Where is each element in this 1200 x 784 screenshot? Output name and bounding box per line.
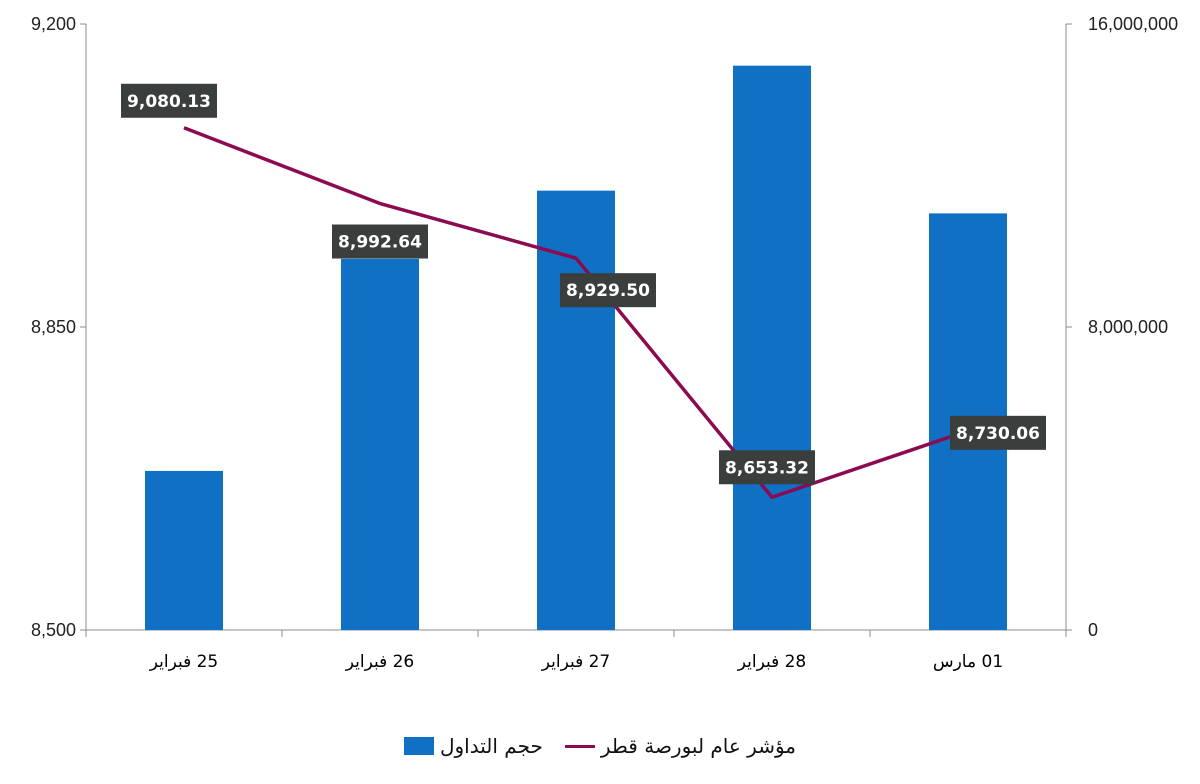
right-tick-label: 8,000,000	[1088, 317, 1168, 337]
right-tick-label: 16,000,000	[1088, 14, 1178, 34]
volume-bar	[145, 470, 223, 630]
legend-label-volume: حجم التداول	[439, 734, 543, 758]
right-tick-label: 0	[1088, 620, 1098, 640]
x-tick-label: 27 فبراير	[541, 652, 611, 672]
data-label: 8,730.06	[950, 415, 1046, 450]
index-line-path	[183, 126, 969, 500]
volume-bar	[341, 258, 419, 630]
volume-bar	[537, 190, 615, 630]
legend-swatch-line	[564, 744, 595, 748]
left-tick-label: 9,200	[31, 14, 76, 34]
data-label-text: 9,080.13	[127, 92, 211, 112]
legend-item-volume: حجم التداول	[403, 734, 543, 758]
bars	[145, 65, 1007, 631]
legend-swatch-bar	[403, 737, 434, 755]
x-tick-label: 26 فبراير	[345, 652, 415, 672]
data-label-box	[950, 415, 1046, 450]
axes: 8,500 8,850 9,200 0 8,000,000 16,000,000 25 فب…	[31, 14, 1178, 672]
data-label-text: 8,653.32	[725, 458, 809, 478]
x-tick-label: 25 فبراير	[149, 652, 219, 672]
data-labels: 9,080.13 8,992.64 8,929.50 8,653.32 8,730.06	[121, 83, 1046, 485]
legend: مؤشر عام لبورصة قطر حجم التداول	[0, 726, 1200, 766]
legend-item-index: مؤشر عام لبورصة قطر	[564, 734, 797, 758]
data-label-box	[121, 83, 217, 118]
data-label-text: 8,929.50	[566, 281, 650, 301]
data-label-box	[560, 273, 656, 308]
left-tick-label: 8,500	[31, 620, 76, 640]
data-label-text: 8,992.64	[338, 233, 422, 253]
data-label: 8,653.32	[719, 450, 815, 485]
x-tick-label: 01 مارس	[933, 652, 1003, 672]
data-label: 8,992.64	[332, 224, 428, 259]
data-label: 9,080.13	[121, 83, 217, 118]
data-label-box	[719, 450, 815, 485]
data-label: 8,929.50	[560, 273, 656, 308]
legend-label-index: مؤشر عام لبورصة قطر	[600, 734, 797, 758]
left-tick-label: 8,850	[31, 317, 76, 337]
chart: 8,500 8,850 9,200 0 8,000,000 16,000,000 25 فب…	[31, 14, 1178, 672]
data-label-text: 8,730.06	[956, 424, 1040, 444]
index-line	[183, 126, 969, 500]
data-label-box	[332, 224, 428, 259]
volume-bar	[733, 65, 811, 631]
x-tick-label: 28 فبراير	[737, 652, 807, 672]
